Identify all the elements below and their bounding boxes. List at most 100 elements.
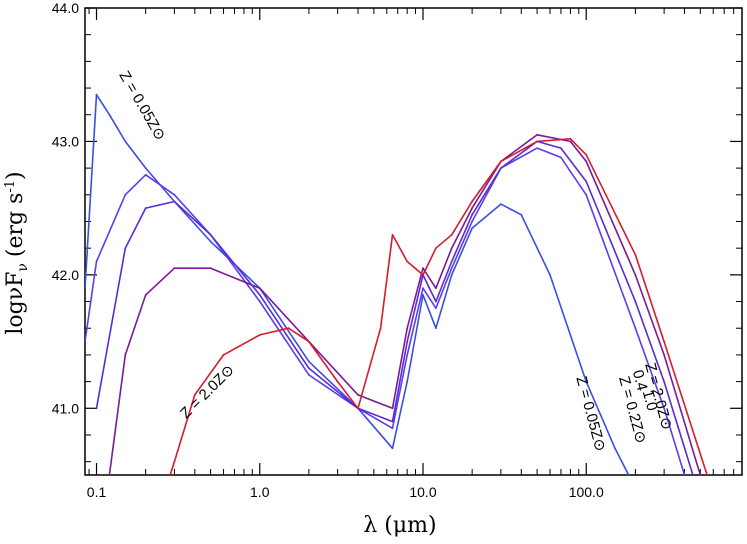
x-tick-label: 0.1 bbox=[87, 484, 107, 500]
series-point-3 bbox=[108, 474, 111, 475]
series-point-4 bbox=[193, 394, 196, 396]
series-point-3 bbox=[569, 140, 572, 143]
series-point-3 bbox=[634, 274, 637, 276]
y-axis-label-units-sup: -1 bbox=[3, 180, 18, 193]
y-tick-label: 43.0 bbox=[52, 133, 79, 149]
series-point-2 bbox=[435, 300, 437, 303]
y-axis-label: logνFν (erg s-1) bbox=[3, 171, 31, 334]
y-axis-label-units: (erg s bbox=[3, 193, 28, 258]
series-point-4 bbox=[536, 140, 538, 143]
series-point-3 bbox=[536, 133, 538, 136]
series-point-1 bbox=[683, 474, 686, 475]
series-point-3 bbox=[124, 354, 127, 356]
curve-annotation: 1.0 bbox=[639, 388, 661, 413]
series-layer bbox=[85, 93, 708, 503]
series-point-1 bbox=[258, 300, 261, 303]
series-point-4 bbox=[161, 501, 163, 503]
series-point-3 bbox=[435, 287, 437, 290]
series-point-4 bbox=[287, 327, 290, 330]
curve-annotation: Z = 0.05Z⊙ bbox=[572, 374, 608, 453]
series-point-1 bbox=[435, 307, 437, 310]
series-point-2 bbox=[471, 213, 473, 216]
curve-annotation: Z = 2.0Z⊙ bbox=[177, 361, 238, 422]
series-point-2 bbox=[692, 474, 694, 475]
series-point-3 bbox=[699, 474, 702, 475]
series-point-1 bbox=[85, 340, 86, 343]
series-point-4 bbox=[706, 474, 708, 475]
series-point-2 bbox=[308, 367, 310, 370]
series-point-2 bbox=[95, 407, 98, 410]
curve-annotation: 0.4 bbox=[629, 368, 651, 393]
series-point-3 bbox=[663, 354, 665, 356]
series-point-0 bbox=[585, 380, 588, 383]
series-point-1 bbox=[422, 287, 424, 290]
series-point-3 bbox=[422, 267, 424, 270]
series-point-1 bbox=[663, 407, 665, 410]
series-point-1 bbox=[173, 193, 176, 196]
series-point-3 bbox=[406, 327, 409, 330]
series-line-3 bbox=[108, 134, 702, 475]
series-point-4 bbox=[391, 233, 394, 236]
series-point-2 bbox=[406, 340, 409, 343]
x-tick-label: 100.0 bbox=[569, 484, 604, 500]
x-tick-label: 1.0 bbox=[250, 484, 270, 500]
series-line-1 bbox=[85, 147, 686, 475]
series-point-0 bbox=[406, 380, 409, 383]
series-point-1 bbox=[560, 156, 562, 159]
series-point-4 bbox=[500, 160, 502, 163]
series-point-0 bbox=[635, 487, 637, 489]
series-point-2 bbox=[391, 420, 394, 423]
series-point-4 bbox=[379, 327, 382, 330]
series-point-3 bbox=[258, 287, 261, 290]
series-line-4 bbox=[169, 138, 708, 475]
series-point-4 bbox=[450, 233, 453, 236]
series-point-1 bbox=[391, 427, 394, 430]
series-point-4 bbox=[308, 340, 310, 343]
series-point-3 bbox=[391, 407, 394, 410]
series-point-4 bbox=[471, 200, 473, 203]
series-point-2 bbox=[500, 167, 502, 170]
series-point-3 bbox=[209, 267, 212, 270]
series-point-2 bbox=[124, 247, 127, 250]
series-point-0 bbox=[435, 327, 437, 330]
y-tick-label: 42.0 bbox=[52, 267, 79, 283]
series-point-1 bbox=[450, 267, 453, 270]
series-point-0 bbox=[144, 167, 147, 170]
series-point-0 bbox=[520, 213, 523, 216]
y-axis-label-sub: ν bbox=[15, 263, 31, 272]
series-point-1 bbox=[471, 220, 473, 223]
series-point-2 bbox=[560, 147, 562, 150]
series-point-0 bbox=[450, 274, 453, 276]
series-point-4 bbox=[406, 260, 409, 263]
series-point-0 bbox=[308, 360, 310, 363]
axis-ticks: 0.1 1.0 10.0 100.0 41.0 42.0 43.0 44.0 bbox=[52, 0, 742, 500]
series-point-4 bbox=[422, 274, 424, 276]
series-point-1 bbox=[124, 193, 127, 196]
series-line-0 bbox=[85, 93, 630, 475]
series-point-2 bbox=[209, 233, 212, 236]
series-point-1 bbox=[634, 327, 637, 330]
series-point-1 bbox=[308, 374, 310, 376]
series-point-2 bbox=[634, 300, 637, 303]
plot-frame bbox=[84, 7, 743, 476]
y-axis-label-main: logνF bbox=[3, 272, 28, 335]
series-point-3 bbox=[173, 267, 176, 270]
series-point-0 bbox=[95, 93, 98, 96]
series-point-4 bbox=[585, 153, 588, 156]
series-point-2 bbox=[450, 260, 453, 263]
series-point-0 bbox=[108, 113, 111, 116]
series-point-4 bbox=[435, 247, 437, 250]
series-point-0 bbox=[549, 274, 551, 276]
curve-annotation: Z = 0.05Z⊙ bbox=[115, 68, 168, 143]
series-point-0 bbox=[471, 227, 473, 230]
series-point-1 bbox=[406, 354, 409, 356]
x-axis-label: λ (μm) bbox=[363, 513, 436, 538]
series-point-2 bbox=[585, 180, 588, 183]
series-point-3 bbox=[144, 294, 147, 296]
series-point-4 bbox=[634, 253, 637, 256]
series-point-0 bbox=[391, 447, 394, 450]
series-point-4 bbox=[222, 354, 225, 356]
series-point-0 bbox=[422, 294, 424, 296]
series-point-0 bbox=[209, 240, 212, 243]
